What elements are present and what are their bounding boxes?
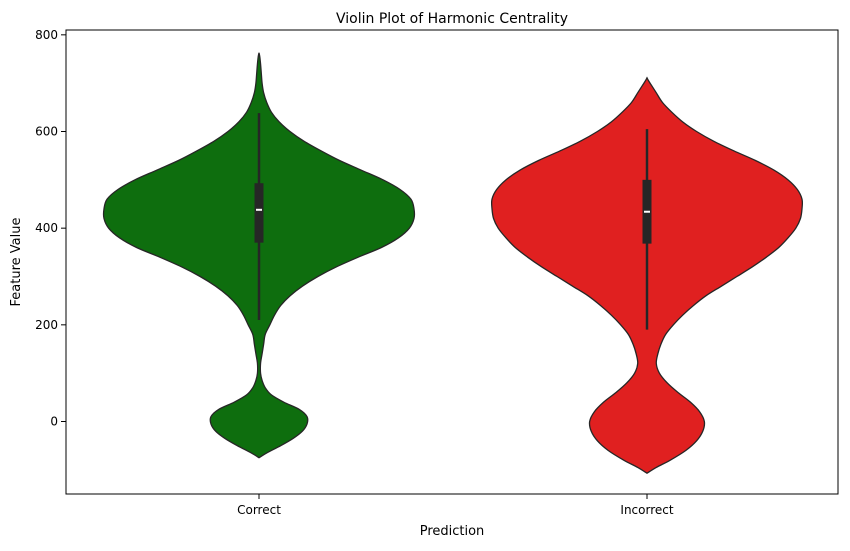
x-axis: Correct Incorrect — [237, 494, 674, 517]
violins-layer — [102, 52, 804, 474]
y-tick-label: 200 — [35, 318, 58, 332]
plot-frame — [65, 29, 839, 495]
y-tick-label: 0 — [50, 415, 58, 429]
y-axis: 0 200 400 600 800 — [35, 28, 66, 429]
y-axis-label: Feature Value — [9, 218, 24, 307]
x-tick-label: Incorrect — [620, 503, 673, 517]
iqr-box-correct — [254, 183, 264, 243]
x-axis-label: Prediction — [420, 524, 485, 539]
y-tick-label: 400 — [35, 221, 58, 235]
x-tick-label: Correct — [237, 503, 281, 517]
y-tick-label: 800 — [35, 28, 58, 42]
boxes-layer — [254, 113, 652, 330]
chart-title: Violin Plot of Harmonic Centrality — [336, 11, 568, 27]
y-tick-label: 600 — [35, 125, 58, 139]
